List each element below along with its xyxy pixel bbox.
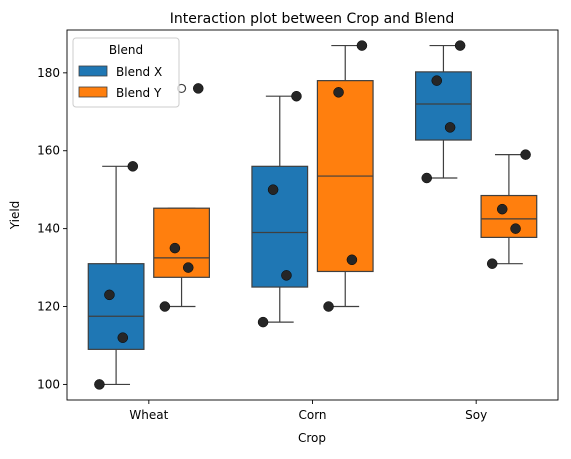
legend: Blend Blend X Blend Y bbox=[72, 37, 180, 108]
x-tick-label: Corn bbox=[298, 408, 326, 422]
y-tick-label: 100 bbox=[37, 377, 60, 391]
box-blend-y bbox=[480, 194, 538, 238]
point-layer bbox=[94, 40, 531, 390]
chart-title: Interaction plot between Crop and Blend bbox=[170, 11, 454, 27]
data-point-blend-y bbox=[193, 83, 204, 94]
data-point-blend-x bbox=[291, 90, 302, 102]
box-blend-x bbox=[415, 71, 472, 141]
box-blend-x bbox=[87, 263, 145, 350]
data-point-blend-y bbox=[486, 258, 498, 269]
data-point-blend-y bbox=[333, 87, 344, 98]
legend-swatch-blend-x bbox=[78, 65, 108, 77]
data-point-blend-x bbox=[267, 184, 279, 195]
x-axis-label: Crop bbox=[298, 431, 326, 445]
data-point-blend-y bbox=[182, 262, 194, 273]
data-point-blend-y bbox=[169, 242, 181, 254]
data-point-blend-y bbox=[346, 254, 358, 266]
data-point-blend-x bbox=[104, 289, 115, 301]
box-blend-y bbox=[153, 207, 210, 278]
box-blend-x bbox=[251, 165, 309, 288]
data-point-blend-x bbox=[281, 270, 292, 281]
data-point-blend-x bbox=[431, 75, 443, 86]
data-point-blend-x bbox=[127, 161, 139, 172]
data-point-blend-y bbox=[510, 223, 521, 234]
legend-swatch-blend-y bbox=[78, 86, 108, 98]
box-layer bbox=[87, 44, 538, 386]
data-point-blend-x bbox=[421, 172, 432, 184]
data-point-blend-y bbox=[159, 301, 171, 312]
data-point-blend-x bbox=[454, 40, 466, 51]
x-tick-label: Soy bbox=[465, 408, 487, 422]
data-point-blend-x bbox=[94, 379, 105, 390]
x-axis: Wheat Corn Soy bbox=[129, 400, 487, 422]
y-tick-label: 180 bbox=[37, 66, 60, 80]
legend-title: Blend bbox=[109, 43, 143, 57]
y-axis-label: Yield bbox=[8, 201, 22, 231]
legend-label-blend-y: Blend Y bbox=[116, 86, 162, 100]
y-axis: 100 120 140 160 180 bbox=[37, 66, 67, 391]
data-point-blend-y bbox=[520, 149, 531, 160]
y-tick-label: 120 bbox=[37, 300, 60, 314]
data-point-blend-y bbox=[323, 301, 334, 312]
data-point-blend-x bbox=[117, 332, 129, 343]
data-point-blend-x bbox=[444, 122, 456, 133]
x-tick-label: Wheat bbox=[129, 408, 168, 422]
y-tick-label: 140 bbox=[37, 222, 60, 236]
data-point-blend-y bbox=[356, 40, 368, 51]
legend-label-blend-x: Blend X bbox=[116, 65, 162, 79]
data-point-blend-x bbox=[257, 316, 269, 328]
y-tick-label: 160 bbox=[37, 144, 60, 158]
data-point-blend-y bbox=[496, 203, 508, 215]
